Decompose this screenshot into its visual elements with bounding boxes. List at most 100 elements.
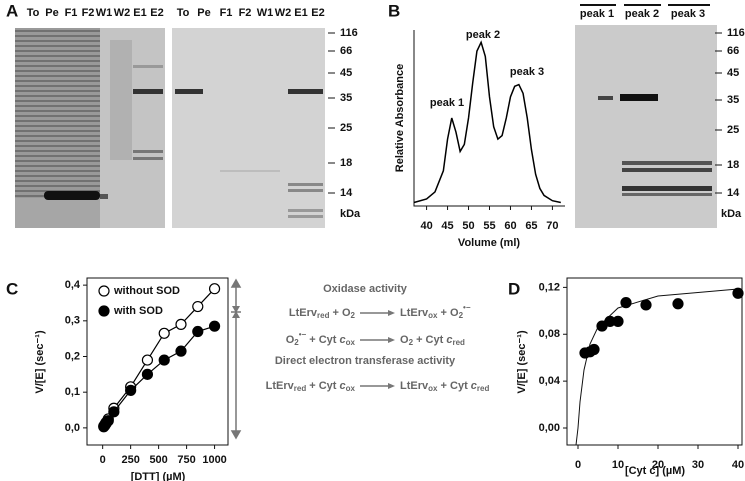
data-point (620, 297, 632, 309)
x-tick-label: 10 (612, 459, 624, 471)
marker-size: 18 (340, 157, 352, 169)
marker-size: 25 (727, 124, 739, 136)
marker-unit: kDa (721, 208, 742, 220)
data-point (640, 299, 652, 311)
y-axis-label: V/[E] (sec⁻¹) (516, 330, 528, 394)
x-tick-label: 0 (100, 454, 106, 466)
equation-part: 2 (294, 338, 299, 347)
lane-label: W2 (275, 7, 292, 19)
gel-b (575, 25, 717, 228)
annotation: peak 3 (510, 66, 544, 78)
equation-part: LtErv (289, 307, 318, 319)
equation-part: + O (329, 307, 351, 319)
lane-label: Pe (197, 7, 210, 19)
lane-label: To (27, 7, 40, 19)
data-point (192, 325, 204, 338)
equation: LtErvred + Cyt cox (266, 380, 356, 393)
lane-label: peak 1 (580, 8, 614, 20)
lane-label: E2 (150, 7, 163, 19)
x-tick-label: 50 (462, 220, 474, 232)
equation-part: LtErv (400, 307, 429, 319)
equation-part: ox (346, 338, 356, 347)
equation: O2 + Cyt cred (400, 334, 465, 347)
data-point (588, 343, 600, 356)
y-tick-label: 0,04 (539, 375, 561, 387)
lane-label: E2 (311, 7, 324, 19)
data-point (158, 354, 170, 366)
equation-part: 2 (409, 338, 414, 347)
equation-part: c (340, 380, 346, 392)
panel-label: A (6, 1, 18, 20)
y-tick-label: 0,1 (65, 386, 80, 398)
y-axis-label: V/[E] (sec⁻¹) (34, 330, 46, 394)
y-tick-label: 0,0 (65, 422, 80, 434)
data-point (141, 368, 154, 380)
x-tick-label: 60 (504, 220, 516, 232)
equation: LtErvred + O2 (289, 307, 356, 320)
equation-part: O (286, 334, 295, 346)
marker-ticks-b (715, 32, 722, 194)
plot-frame (566, 277, 743, 446)
x-axis-label: [Cyt c] (µM) (625, 465, 685, 477)
lane-label: To (177, 7, 190, 19)
marker-ticks-a (328, 32, 335, 194)
equation-part: red (294, 384, 307, 393)
equation-part: c (446, 334, 452, 346)
equation-part: ox (346, 384, 356, 393)
equation-part: + O (437, 307, 459, 319)
y-tick-label: 0,2 (65, 350, 80, 362)
data-point (732, 287, 744, 299)
panel-label: B (388, 1, 400, 20)
data-line (413, 40, 561, 204)
y-axis-label: Relative Absorbance (394, 64, 406, 172)
panel-label: D (508, 279, 520, 298)
x-axis-label: Volume (ml) (458, 237, 520, 249)
axes (413, 30, 565, 207)
marker-size: 18 (727, 159, 739, 171)
legend-label: without SOD (113, 285, 180, 297)
y-tick-label: 0,12 (539, 281, 560, 293)
x-tick-label: 1000 (202, 454, 226, 466)
lane-label: W1 (257, 7, 274, 19)
x-tick-label: 500 (149, 454, 167, 466)
equation-part: + Cyt (437, 380, 470, 392)
data-point (158, 327, 170, 339)
annotation: peak 1 (430, 97, 464, 109)
data-point (102, 415, 114, 427)
data-point (108, 406, 120, 418)
lane-label: peak 3 (671, 8, 705, 20)
equation-part: ox (428, 384, 438, 393)
x-tick-label: 250 (121, 454, 139, 466)
equation-part: O (400, 334, 409, 346)
data-point (672, 298, 684, 310)
lane-label: F1 (220, 7, 233, 19)
x-tick-label: 30 (692, 459, 704, 471)
y-tick-label: 0,4 (65, 279, 81, 291)
panel-label: C (6, 279, 18, 298)
fit-curve (575, 288, 739, 446)
equation-part: •− (463, 303, 471, 312)
marker-size: 25 (340, 122, 352, 134)
scheme-arrows (230, 278, 395, 440)
equation: LtErvox + Cyt cred (400, 380, 489, 393)
data-point (175, 345, 187, 357)
scheme-title: Oxidase activity (323, 283, 408, 295)
equation-part: red (452, 338, 465, 347)
plot-frame (86, 277, 229, 446)
marker-size: 66 (727, 45, 739, 57)
equation-part: + Cyt (413, 334, 446, 346)
x-tick-label: 70 (546, 220, 558, 232)
data-point (175, 318, 187, 330)
marker-size: 14 (340, 187, 353, 199)
data-point (208, 283, 221, 295)
equation-part: 2 (459, 311, 464, 320)
lane-label: E1 (294, 7, 307, 19)
equation-part: c (471, 380, 477, 392)
lane-label: E1 (133, 7, 146, 19)
lane-label: peak 2 (625, 8, 659, 20)
x-tick-label: 45 (441, 220, 453, 232)
data-point (141, 354, 154, 366)
equation-part: LtErv (400, 380, 429, 392)
data-point (612, 315, 624, 327)
